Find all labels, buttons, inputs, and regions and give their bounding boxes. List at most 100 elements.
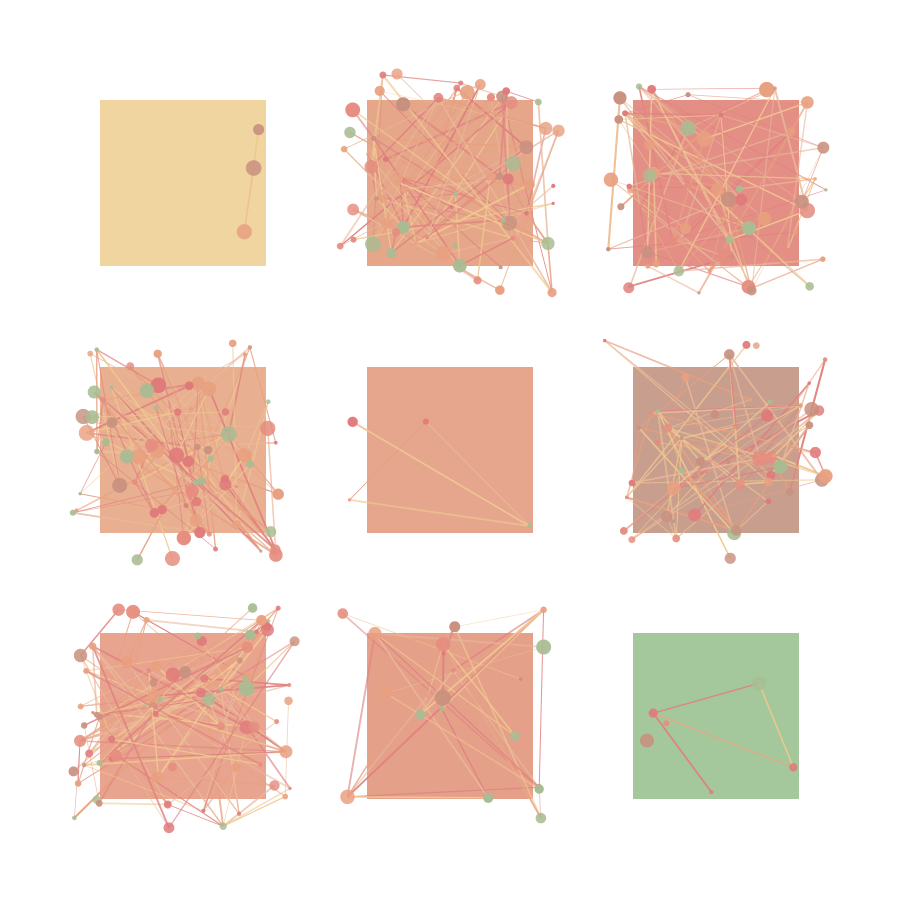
network-edge — [86, 384, 190, 434]
network-node — [188, 406, 193, 411]
network-node — [164, 551, 180, 567]
network-edge — [224, 478, 276, 551]
network-node — [378, 194, 387, 204]
network-edge — [79, 705, 145, 742]
network-edge — [681, 469, 738, 532]
network-edge — [126, 346, 251, 458]
network-node — [72, 815, 77, 821]
network-node — [163, 800, 172, 809]
network-node — [232, 520, 242, 530]
network-node — [551, 183, 556, 188]
network-node — [336, 242, 344, 250]
network-node — [197, 476, 206, 485]
network-edge — [402, 91, 468, 190]
network-node — [495, 285, 505, 295]
network-edge — [167, 721, 277, 805]
network-node — [269, 780, 280, 791]
network-node — [679, 436, 684, 441]
network-edge — [623, 414, 768, 532]
network-edge — [244, 401, 269, 456]
network-edge — [168, 640, 296, 829]
network-node — [191, 496, 202, 507]
network-edge — [452, 670, 540, 788]
network-node — [242, 352, 248, 357]
network-node — [397, 174, 403, 181]
network-edge — [367, 153, 452, 208]
network-node — [425, 235, 429, 240]
network-node — [350, 236, 357, 243]
network-edge — [667, 399, 751, 429]
network-edge — [92, 645, 247, 729]
network-edge — [111, 620, 269, 740]
network-edge — [694, 382, 810, 516]
network-node — [168, 447, 185, 463]
network-node — [174, 408, 182, 416]
network-node — [792, 229, 798, 235]
panel-r1c3 — [603, 81, 830, 296]
network-node — [391, 68, 403, 80]
network-edge — [99, 671, 186, 764]
network-edge — [673, 466, 781, 489]
network-node — [246, 460, 255, 469]
network-node — [274, 440, 278, 445]
network-edge — [397, 181, 549, 245]
network-edge — [773, 409, 820, 457]
network-edge — [96, 349, 121, 486]
network-edge — [220, 629, 269, 690]
network-node — [453, 84, 461, 92]
network-edge — [342, 613, 521, 680]
network-edge — [704, 101, 808, 140]
network-node — [219, 822, 227, 830]
network-node — [785, 487, 794, 496]
network-node — [449, 621, 461, 633]
network-node — [185, 484, 199, 498]
network-node — [247, 603, 258, 613]
network-node — [765, 498, 772, 505]
network-edge — [538, 609, 545, 790]
network-edge — [343, 84, 481, 150]
network-node — [663, 423, 673, 433]
network-node — [711, 183, 724, 196]
network-node — [813, 177, 817, 181]
network-node — [645, 263, 651, 269]
network-edge — [758, 683, 795, 768]
network-edge — [476, 176, 492, 281]
network-node — [203, 445, 213, 455]
network-edge — [197, 383, 227, 485]
network-node — [366, 152, 370, 156]
network-node — [666, 481, 681, 496]
network-node — [260, 623, 274, 637]
network-node — [527, 523, 532, 529]
network-node — [68, 766, 79, 777]
network-node — [279, 745, 293, 759]
network-node — [344, 126, 356, 139]
network-node — [668, 236, 678, 247]
network-edge — [385, 158, 500, 177]
network-node — [766, 470, 776, 480]
network-edge — [498, 91, 508, 177]
network-edge — [83, 725, 100, 804]
network-node — [425, 692, 431, 698]
network-edge — [770, 456, 791, 493]
network-edge — [111, 387, 177, 456]
network-edge — [220, 688, 240, 814]
network-edge — [506, 90, 539, 103]
network-edge — [93, 391, 210, 535]
network-edge — [91, 645, 170, 829]
network-edge — [347, 786, 539, 798]
panel-r1c2 — [336, 68, 565, 298]
network-edge — [353, 202, 554, 241]
network-node — [200, 674, 209, 683]
network-edge — [728, 354, 761, 459]
network-node — [613, 91, 627, 105]
network-edge — [148, 670, 160, 778]
network-node — [724, 552, 736, 564]
network-node — [639, 733, 654, 748]
network-node — [641, 245, 654, 259]
network-node — [194, 443, 201, 451]
network-node — [152, 710, 159, 717]
network-edge — [656, 411, 678, 539]
network-edge — [201, 640, 255, 728]
network-edge — [126, 662, 240, 815]
network-node — [241, 641, 254, 653]
